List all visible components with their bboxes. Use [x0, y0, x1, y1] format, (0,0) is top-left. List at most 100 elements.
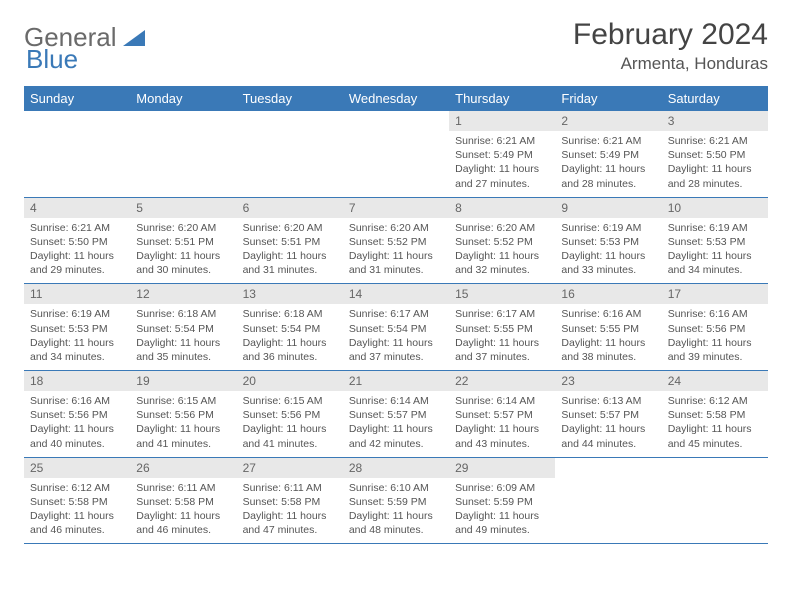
day-day1: Daylight: 11 hours — [136, 249, 230, 263]
week-daynum-row: 18192021222324 — [24, 371, 768, 392]
day-number: 28 — [343, 457, 449, 478]
day-day2: and 42 minutes. — [349, 437, 443, 451]
day-day2: and 37 minutes. — [349, 350, 443, 364]
day-sunset: Sunset: 5:50 PM — [30, 235, 124, 249]
day-day2: and 33 minutes. — [561, 263, 655, 277]
day-day2: and 46 minutes. — [30, 523, 124, 537]
day-day2: and 34 minutes. — [30, 350, 124, 364]
day-sunset: Sunset: 5:57 PM — [561, 408, 655, 422]
day-sunrise: Sunrise: 6:11 AM — [136, 481, 230, 495]
day-day1: Daylight: 11 hours — [30, 249, 124, 263]
day-day2: and 31 minutes. — [349, 263, 443, 277]
week-daynum-row: 45678910 — [24, 197, 768, 218]
day-sunrise: Sunrise: 6:19 AM — [561, 221, 655, 235]
week-daynum-row: 2526272829 — [24, 457, 768, 478]
day-day1: Daylight: 11 hours — [668, 249, 762, 263]
day-cell: Sunrise: 6:11 AMSunset: 5:58 PMDaylight:… — [237, 478, 343, 544]
day-sunset: Sunset: 5:55 PM — [561, 322, 655, 336]
day-sunset: Sunset: 5:49 PM — [455, 148, 549, 162]
day-number: 2 — [555, 111, 661, 131]
day-number: 21 — [343, 371, 449, 392]
day-day1: Daylight: 11 hours — [136, 422, 230, 436]
day-number: 9 — [555, 197, 661, 218]
day-sunrise: Sunrise: 6:21 AM — [455, 134, 549, 148]
day-day2: and 35 minutes. — [136, 350, 230, 364]
day-day2: and 37 minutes. — [455, 350, 549, 364]
week-data-row: Sunrise: 6:19 AMSunset: 5:53 PM Daylight:… — [24, 304, 768, 370]
day-sunrise: Sunrise: 6:21 AM — [30, 221, 124, 235]
week-data-row: Sunrise: 6:21 AMSunset: 5:49 PMDaylight:… — [24, 131, 768, 197]
day-day2: and 49 minutes. — [455, 523, 549, 537]
day-sunset: Sunset: 5:53 PM — [668, 235, 762, 249]
day-day1: Daylight: 11 hours — [243, 509, 337, 523]
day-sunset: Sunset: 5:56 PM — [668, 322, 762, 336]
day-day2: and 43 minutes. — [455, 437, 549, 451]
day-day2: and 28 minutes. — [668, 177, 762, 191]
day-sunrise: Sunrise: 6:17 AM — [349, 307, 443, 321]
day-cell: Sunrise: 6:21 AMSunset: 5:50 PMDaylight:… — [662, 131, 768, 197]
logo-text-2: Blue — [26, 44, 78, 74]
day-day2: and 40 minutes. — [30, 437, 124, 451]
day-day2: and 31 minutes. — [243, 263, 337, 277]
day-sunrise: Sunrise: 6:21 AM — [561, 134, 655, 148]
day-day2: and 34 minutes. — [668, 263, 762, 277]
day-cell — [555, 478, 661, 544]
day-day2: and 44 minutes. — [561, 437, 655, 451]
day-sunset: Sunset: 5:53 PM — [30, 322, 124, 336]
day-sunrise: Sunrise: 6:16 AM — [668, 307, 762, 321]
day-day2: and 39 minutes. — [668, 350, 762, 364]
day-sunrise: Sunrise: 6:12 AM — [30, 481, 124, 495]
day-day1: Daylight: 11 hours — [30, 422, 124, 436]
day-day2: and 38 minutes. — [561, 350, 655, 364]
day-number: 26 — [130, 457, 236, 478]
day-day2: and 30 minutes. — [136, 263, 230, 277]
day-cell: Sunrise: 6:19 AMSunset: 5:53 PMDaylight:… — [662, 218, 768, 284]
day-sunset: Sunset: 5:59 PM — [455, 495, 549, 509]
day-day1: Daylight: 11 hours — [455, 162, 549, 176]
day-sunset: Sunset: 5:49 PM — [561, 148, 655, 162]
day-header: Friday — [555, 86, 661, 111]
day-number: 8 — [449, 197, 555, 218]
month-title: February 2024 — [573, 18, 768, 52]
day-sunset: Sunset: 5:54 PM — [136, 322, 230, 336]
day-cell — [237, 131, 343, 197]
day-number: 22 — [449, 371, 555, 392]
day-sunset: Sunset: 5:52 PM — [349, 235, 443, 249]
day-number — [24, 111, 130, 131]
day-cell: Sunrise: 6:16 AMSunset: 5:56 PMDaylight:… — [662, 304, 768, 370]
day-number: 10 — [662, 197, 768, 218]
day-cell: Sunrise: 6:15 AMSunset: 5:56 PMDaylight:… — [237, 391, 343, 457]
day-number: 11 — [24, 284, 130, 305]
day-sunset: Sunset: 5:58 PM — [30, 495, 124, 509]
day-day2: and 41 minutes. — [136, 437, 230, 451]
page-header: General February 2024 Armenta, Honduras — [24, 18, 768, 74]
day-number: 3 — [662, 111, 768, 131]
day-day1: Daylight: 11 hours — [561, 162, 655, 176]
day-header: Saturday — [662, 86, 768, 111]
day-cell — [343, 131, 449, 197]
day-day2: and 29 minutes. — [30, 263, 124, 277]
day-sunrise: Sunrise: 6:20 AM — [243, 221, 337, 235]
location-label: Armenta, Honduras — [573, 54, 768, 74]
day-cell — [24, 131, 130, 197]
day-cell: Sunrise: 6:16 AMSunset: 5:55 PMDaylight:… — [555, 304, 661, 370]
day-cell: Sunrise: 6:20 AMSunset: 5:51 PMDaylight:… — [237, 218, 343, 284]
day-number: 12 — [130, 284, 236, 305]
day-cell: Sunrise: 6:19 AMSunset: 5:53 PMDaylight:… — [24, 304, 130, 370]
day-cell: Sunrise: 6:10 AMSunset: 5:59 PMDaylight:… — [343, 478, 449, 544]
day-day1: Daylight: 11 hours — [243, 249, 337, 263]
day-sunrise: Sunrise: 6:15 AM — [243, 394, 337, 408]
day-number: 27 — [237, 457, 343, 478]
day-sunrise: Sunrise: 6:15 AM — [136, 394, 230, 408]
day-sunrise: Sunrise: 6:20 AM — [136, 221, 230, 235]
day-sunset: Sunset: 5:56 PM — [136, 408, 230, 422]
day-sunrise: Sunrise: 6:16 AM — [561, 307, 655, 321]
day-day1: Daylight: 11 hours — [349, 336, 443, 350]
week-daynum-row: 123 — [24, 111, 768, 131]
day-day2: and 28 minutes. — [561, 177, 655, 191]
day-sunrise: Sunrise: 6:19 AM — [30, 307, 124, 321]
day-cell: Sunrise: 6:20 AMSunset: 5:51 PMDaylight:… — [130, 218, 236, 284]
day-cell: Sunrise: 6:18 AMSunset: 5:54 PMDaylight:… — [237, 304, 343, 370]
day-sunset: Sunset: 5:50 PM — [668, 148, 762, 162]
title-block: February 2024 Armenta, Honduras — [573, 18, 768, 74]
